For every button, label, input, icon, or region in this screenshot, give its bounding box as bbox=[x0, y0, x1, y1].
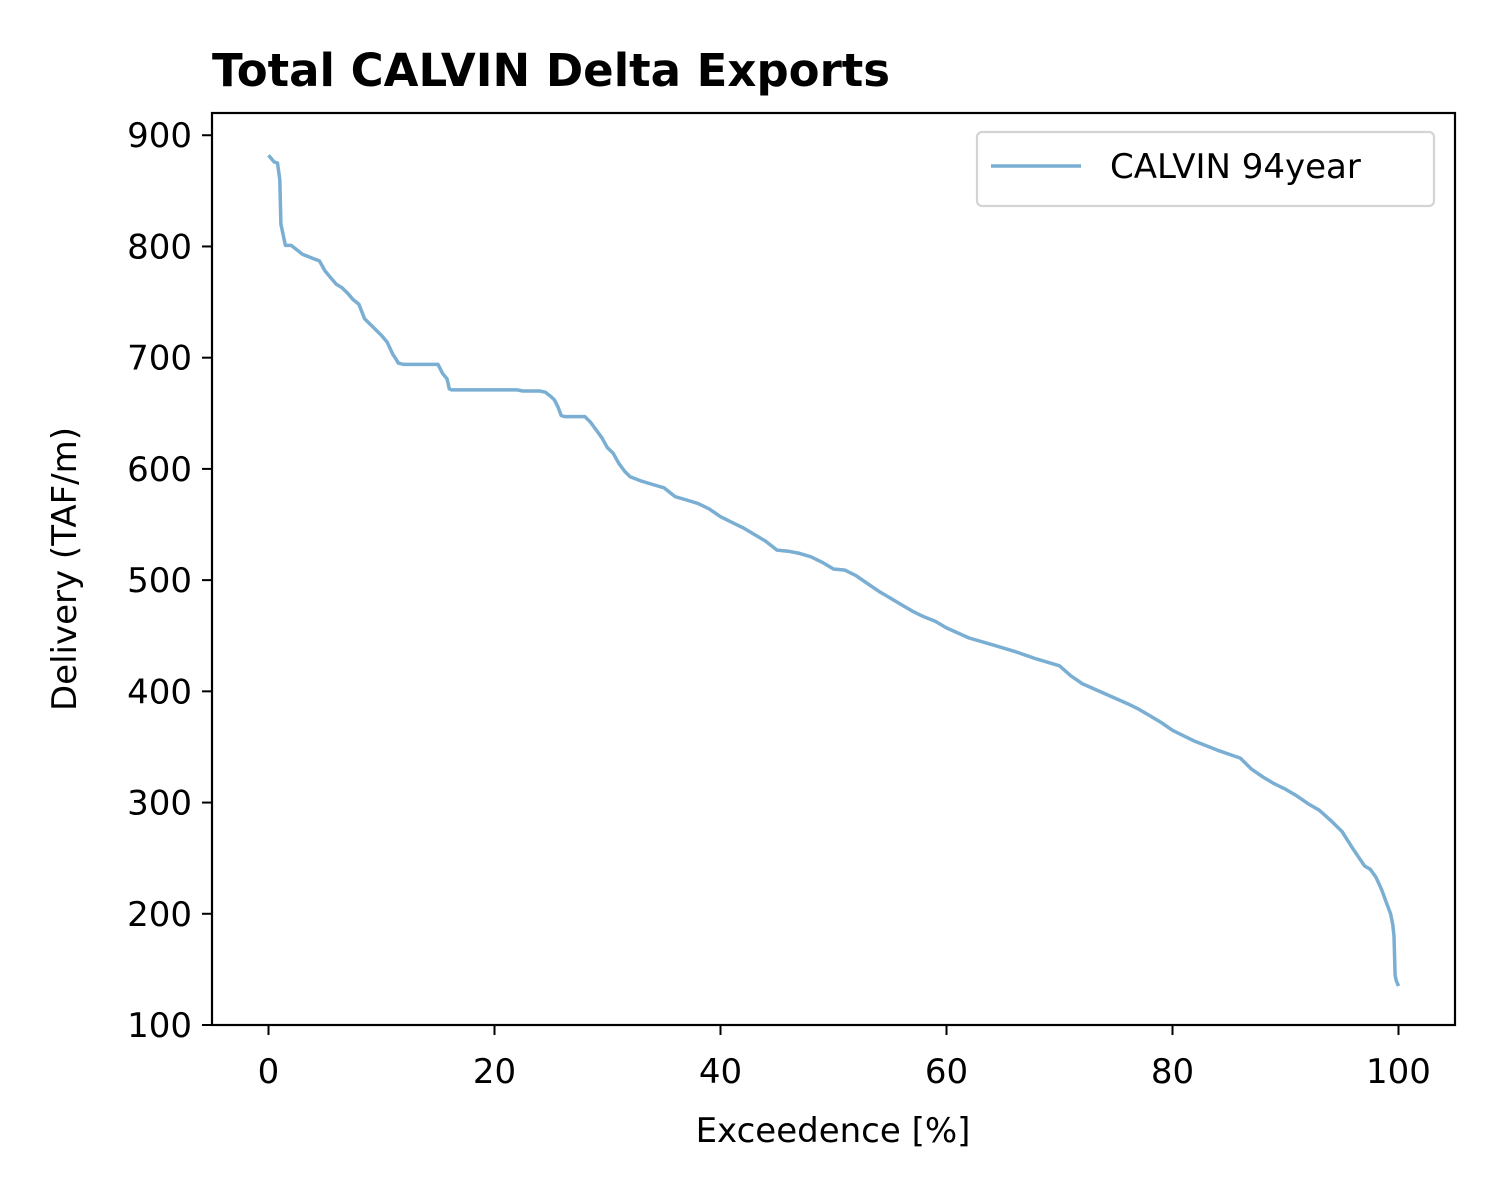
x-axis-ticks: 0 20 40 60 80 100 bbox=[258, 1025, 1431, 1092]
chart-title: Total CALVIN Delta Exports bbox=[212, 44, 890, 97]
y-tick-label: 900 bbox=[127, 116, 192, 156]
series-line-calvin-94year bbox=[267, 154, 1401, 987]
y-tick-label: 500 bbox=[127, 561, 192, 601]
y-tick-label: 800 bbox=[127, 227, 192, 267]
y-tick-label: 100 bbox=[127, 1006, 192, 1046]
y-axis-label: Delivery (TAF/m) bbox=[45, 427, 85, 711]
x-tick-label: 60 bbox=[925, 1052, 968, 1092]
y-tick-label: 600 bbox=[127, 450, 192, 490]
legend-label: CALVIN 94year bbox=[1110, 147, 1361, 187]
y-tick-label: 400 bbox=[127, 672, 192, 712]
x-axis-label: Exceedence [%] bbox=[696, 1111, 971, 1151]
y-tick-label: 300 bbox=[127, 784, 192, 824]
y-axis-ticks: 100 200 300 400 500 600 700 800 900 bbox=[127, 116, 212, 1046]
x-tick-label: 40 bbox=[699, 1052, 742, 1092]
legend: CALVIN 94year bbox=[975, 130, 1436, 208]
y-tick-label: 200 bbox=[127, 895, 192, 935]
x-tick-label: 0 bbox=[258, 1052, 280, 1092]
x-tick-label: 80 bbox=[1151, 1052, 1194, 1092]
x-tick-label: 20 bbox=[473, 1052, 516, 1092]
plot-area-frame bbox=[210, 111, 1457, 1027]
y-tick-label: 700 bbox=[127, 339, 192, 379]
legend-box bbox=[975, 130, 1436, 208]
x-tick-label: 100 bbox=[1366, 1052, 1431, 1092]
